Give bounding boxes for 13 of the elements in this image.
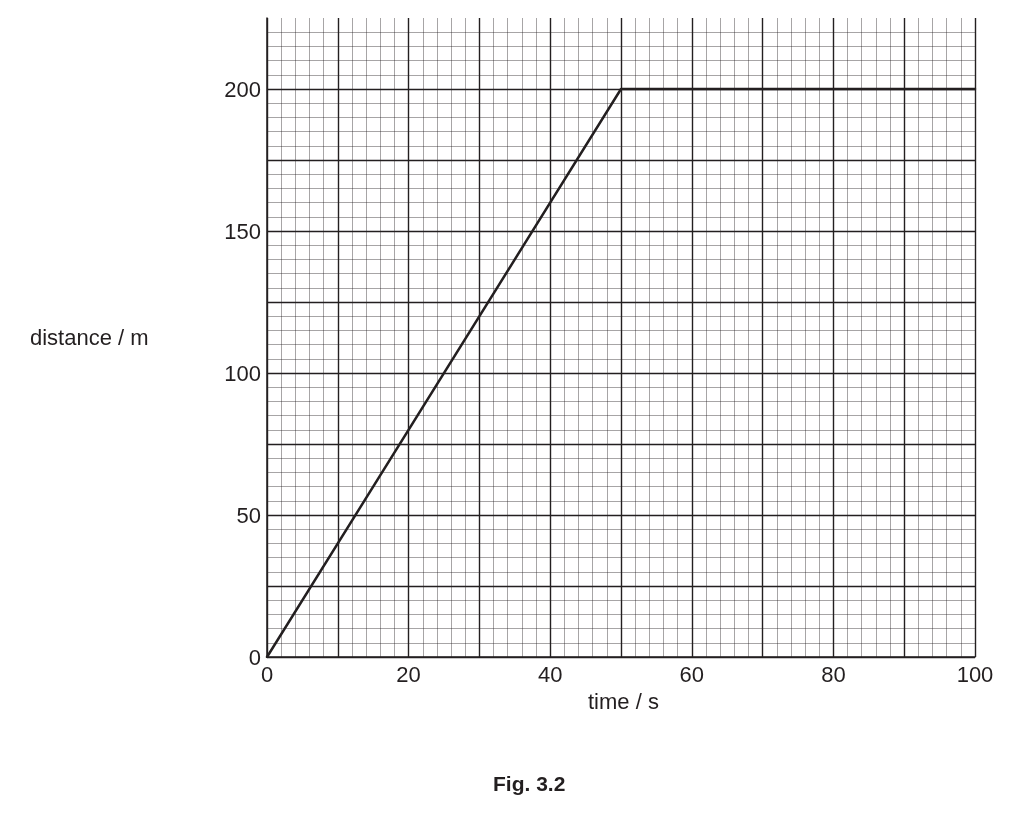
x-tick-label: 20 [396,661,421,687]
x-tick-label: 100 [956,661,994,687]
x-tick-label: 80 [821,661,846,687]
y-axis-title: distance / m [30,324,149,350]
x-tick-label: 40 [537,661,563,687]
x-axis-title: time / s [588,688,659,714]
y-tick-label: 100 [224,360,261,386]
x-tick-label: 60 [679,661,705,687]
y-tick-label: 150 [224,218,261,244]
y-tick-label: 0 [248,644,261,670]
text: Fig. 3.2 [493,772,566,795]
y-tick-label: 200 [224,76,261,102]
y-tick-label: 50 [236,502,261,528]
